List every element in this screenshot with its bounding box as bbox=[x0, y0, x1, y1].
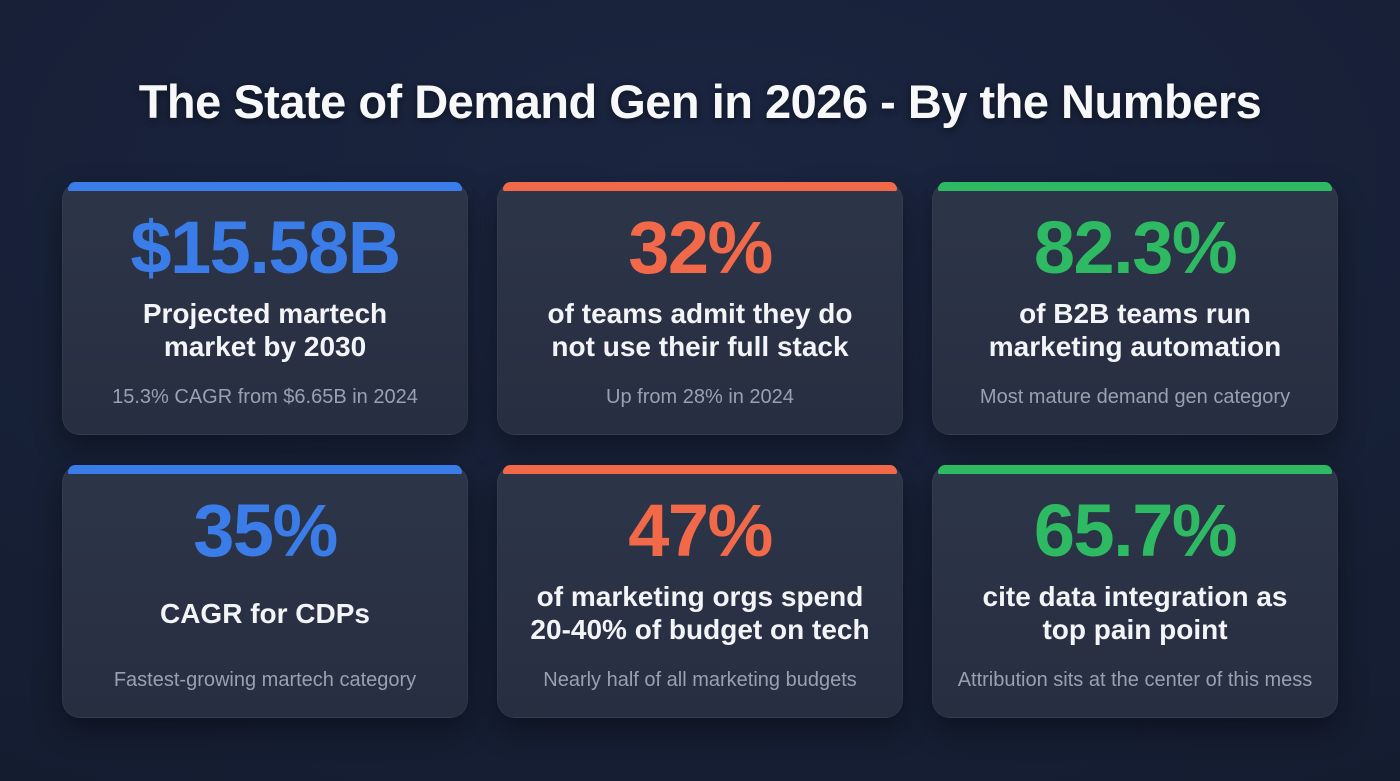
stat-sublabel: 15.3% CAGR from $6.65B in 2024 bbox=[112, 385, 418, 408]
card-accent-bar bbox=[503, 181, 897, 191]
stat-sublabel: Attribution sits at the center of this m… bbox=[957, 668, 1313, 691]
stat-value: 32% bbox=[628, 205, 773, 289]
stat-value: 82.3% bbox=[1033, 205, 1238, 289]
stat-label: Projected martech market by 2030 bbox=[142, 297, 388, 363]
stat-sublabel: Nearly half of all marketing budgets bbox=[543, 668, 857, 691]
stat-label: cite data integration as top pain point bbox=[982, 580, 1288, 646]
stat-sublabel: Fastest-growing martech category bbox=[113, 668, 417, 691]
stat-card-cdp-cagr: 35% CAGR for CDPs Fastest-growing martec… bbox=[62, 464, 468, 718]
stat-sublabel: Most mature demand gen category bbox=[979, 385, 1291, 408]
page-title: The State of Demand Gen in 2026 - By the… bbox=[138, 75, 1262, 128]
stat-label: of teams admit they do not use their ful… bbox=[547, 297, 853, 363]
stat-value: $15.58B bbox=[130, 205, 401, 289]
stat-label: of B2B teams run marketing automation bbox=[988, 297, 1282, 363]
card-accent-bar bbox=[938, 181, 1332, 191]
stat-card-martech-market: $15.58B Projected martech market by 2030… bbox=[62, 181, 468, 435]
stats-grid: $15.58B Projected martech market by 2030… bbox=[62, 181, 1338, 718]
stat-value: 65.7% bbox=[1033, 488, 1238, 572]
card-accent-bar bbox=[503, 464, 897, 474]
card-accent-bar bbox=[68, 464, 462, 474]
stat-sublabel: Up from 28% in 2024 bbox=[606, 385, 794, 408]
stat-card-data-integration: 65.7% cite data integration as top pain … bbox=[932, 464, 1338, 718]
stat-card-full-stack-usage: 32% of teams admit they do not use their… bbox=[497, 181, 903, 435]
stat-card-budget-on-tech: 47% of marketing orgs spend 20-40% of bu… bbox=[497, 464, 903, 718]
stat-card-marketing-automation: 82.3% of B2B teams run marketing automat… bbox=[932, 181, 1338, 435]
stat-label: CAGR for CDPs bbox=[159, 597, 370, 629]
card-accent-bar bbox=[68, 181, 462, 191]
stat-label: of marketing orgs spend 20-40% of budget… bbox=[530, 580, 870, 646]
stat-value: 35% bbox=[193, 488, 338, 572]
stat-value: 47% bbox=[628, 488, 773, 572]
card-accent-bar bbox=[938, 464, 1332, 474]
